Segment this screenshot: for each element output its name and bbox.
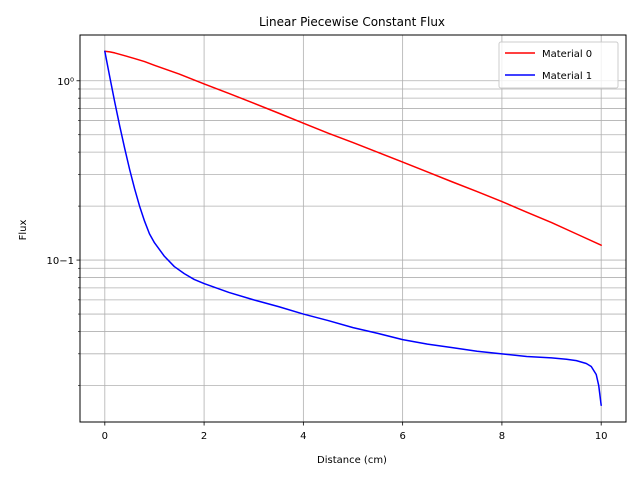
legend-label-material-0: Material 0 <box>542 49 592 60</box>
ticks: 0 2 4 6 8 10 10−1 10⁰ <box>47 77 608 442</box>
y-tick-label: 10⁰ <box>57 77 74 88</box>
x-tick-label: 4 <box>300 431 306 442</box>
y-tick-label: 10−1 <box>47 256 74 267</box>
grid <box>80 35 626 422</box>
chart-title: Linear Piecewise Constant Flux <box>259 15 445 29</box>
legend-label-material-1: Material 1 <box>542 71 592 82</box>
x-axis-label: Distance (cm) <box>317 455 387 466</box>
x-tick-label: 10 <box>595 431 608 442</box>
x-tick-label: 8 <box>499 431 505 442</box>
x-tick-label: 2 <box>201 431 207 442</box>
series-lines <box>104 50 602 406</box>
plot-frame <box>79 34 627 423</box>
plot-area <box>80 35 626 422</box>
legend: Material 0 Material 1 <box>498 41 619 89</box>
x-tick-label: 6 <box>399 431 405 442</box>
series-line-material-1 <box>104 50 602 406</box>
x-tick-label: 0 <box>102 431 108 442</box>
y-axis-label: Flux <box>18 220 29 241</box>
series-line-material-0 <box>104 50 602 246</box>
